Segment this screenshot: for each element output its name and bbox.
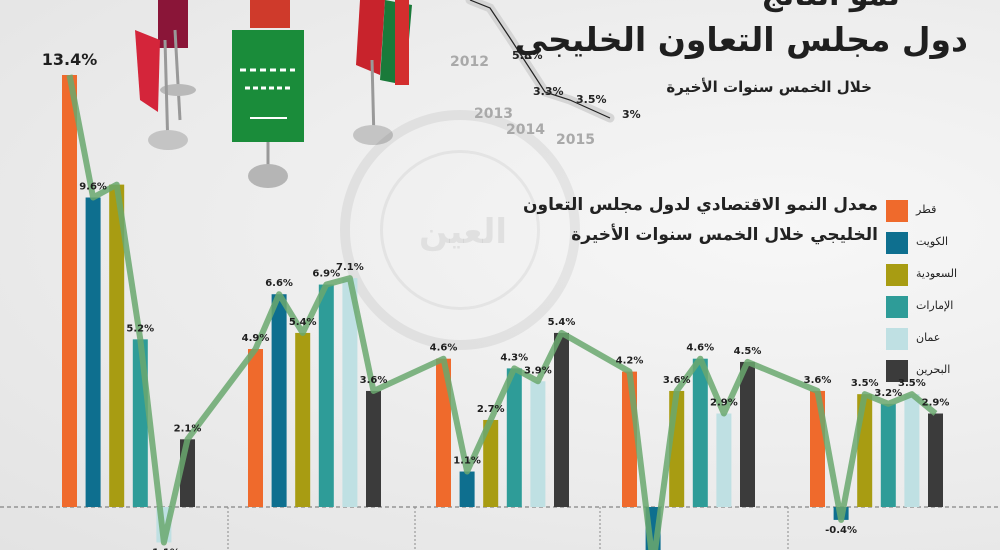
legend-label-uae: الإمارات <box>916 299 954 312</box>
bar-3-3 <box>483 419 499 507</box>
bar-2-2 <box>271 294 287 507</box>
bar-3-1 <box>436 358 451 507</box>
legend-swatch-qatar <box>886 200 908 222</box>
data-label-5-5: 3.5% <box>898 378 926 389</box>
legend-label-kuwait: الكويت <box>916 235 949 248</box>
data-label-1-1: 13.4% <box>42 50 98 69</box>
bar-2-6 <box>366 390 381 507</box>
data-label-5-4: 3.2% <box>874 388 902 399</box>
data-label-4-6: 4.5% <box>734 346 762 357</box>
inset-label-2: 3.3% <box>533 85 564 98</box>
bar-3-2 <box>459 471 475 507</box>
legend-label-oman: عمان <box>916 331 941 344</box>
chart-title-line1: معدل النمو الاقتصادي لدول مجلس التعاون <box>523 195 878 215</box>
inset-year-2014: 2014 <box>506 122 545 138</box>
page-title: دول مجلس التعاون الخليجي <box>514 20 968 59</box>
inset-year-2015: 2015 <box>556 132 595 148</box>
bahrain-flag-icon <box>135 30 188 151</box>
data-label-3-4: 4.3% <box>500 352 528 363</box>
legend-swatch-oman <box>886 328 908 350</box>
inset-label-1: 5.8% <box>512 49 543 62</box>
data-label-3-1: 4.6% <box>430 343 458 354</box>
legend-item-qatar: قطر <box>886 198 986 230</box>
inset-year-2012: 2012 <box>450 54 489 70</box>
flags-decoration <box>135 0 412 188</box>
inset-label-4: 3% <box>622 108 641 121</box>
bar-3-5 <box>530 381 546 507</box>
legend-swatch-kuwait <box>886 232 908 254</box>
chart-title: معدل النمو الاقتصادي لدول مجلس التعاون ا… <box>498 190 878 250</box>
bar-4-6 <box>740 361 755 507</box>
bar-2-5 <box>342 278 358 507</box>
data-label-1-2: 9.6% <box>79 182 107 193</box>
bar-4-5 <box>716 413 732 507</box>
data-label-5-1: 3.6% <box>804 375 832 386</box>
data-label-4-1: 4.2% <box>616 356 644 367</box>
data-label-2-1: 4.9% <box>242 333 270 344</box>
inset-label-3: 3.5% <box>576 93 607 106</box>
legend-label-qatar: قطر <box>916 203 937 216</box>
watermark-ring <box>340 110 580 350</box>
bar-2-1 <box>248 349 263 507</box>
data-label-4-3: 3.6% <box>663 375 691 386</box>
bar-4-4 <box>692 358 708 507</box>
legend-swatch-saudi <box>886 264 908 286</box>
data-label-1-4: 5.2% <box>126 323 154 334</box>
legend-swatch-uae <box>886 296 908 318</box>
bar-3-4 <box>506 368 522 507</box>
bar-5-4 <box>880 403 896 507</box>
legend-item-saudi: السعودية <box>886 262 986 294</box>
bar-2-3 <box>295 332 311 507</box>
data-label-2-2: 6.6% <box>265 278 293 289</box>
data-label-5-6: 2.9% <box>922 398 950 409</box>
data-label-3-5: 3.9% <box>524 365 552 376</box>
qatar-flag-icon <box>158 0 196 121</box>
data-label-4-4: 4.6% <box>686 343 714 354</box>
legend-item-uae: الإمارات <box>886 294 986 326</box>
data-label-3-6: 5.4% <box>548 317 576 328</box>
bar-1-3 <box>109 184 125 507</box>
bar-1-1 <box>62 75 77 507</box>
bar-2-4 <box>318 284 334 507</box>
data-label-2-6: 3.6% <box>360 375 388 386</box>
bar-5-5 <box>904 394 920 507</box>
chart-legend: قطر الكويت السعودية الإمارات عمان البحري… <box>886 198 986 390</box>
data-label-2-4: 6.9% <box>312 269 340 280</box>
watermark-logo: العين <box>418 212 508 252</box>
legend-item-kuwait: الكويت <box>886 230 986 262</box>
bar-1-2 <box>85 197 101 508</box>
data-label-1-5: -1.1% <box>148 547 180 550</box>
watermark-inner-ring <box>380 150 540 310</box>
data-label-2-3: 5.4% <box>289 317 317 328</box>
trend-line <box>66 74 938 550</box>
legend-item-bahrain: البحرين <box>886 358 986 390</box>
data-label-4-5: 2.9% <box>710 398 738 409</box>
legend-label-saudi: السعودية <box>916 267 958 280</box>
page-subtitle: خلال الخمس سنوات الأخيرة <box>666 78 872 96</box>
bar-3-6 <box>554 332 569 507</box>
legend-item-oman: عمان <box>886 326 986 358</box>
legend-swatch-bahrain <box>886 360 908 382</box>
data-label-5-3: 3.5% <box>851 378 879 389</box>
data-label-3-2: 1.1% <box>453 456 481 467</box>
bar-5-6 <box>928 413 943 507</box>
page-title-line1: نمو الناتج <box>761 0 900 13</box>
data-label-3-3: 2.7% <box>477 404 505 415</box>
data-label-5-2: -0.4% <box>825 525 857 536</box>
data-label-2-5: 7.1% <box>336 262 364 273</box>
legend-label-bahrain: البحرين <box>916 363 951 376</box>
inset-year-2013: 2013 <box>474 106 513 122</box>
saudi-flag-icon <box>232 0 304 188</box>
data-label-1-6: 2.1% <box>174 423 202 434</box>
chart-title-line2: الخليجي خلال الخمس سنوات الأخيرة <box>571 225 878 245</box>
